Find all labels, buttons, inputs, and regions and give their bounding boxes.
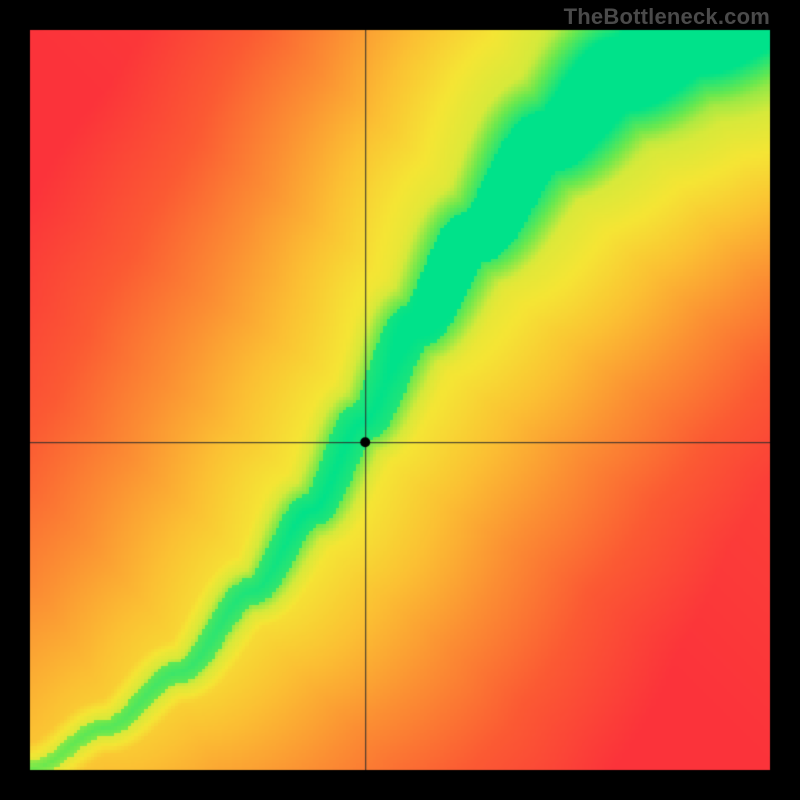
watermark-label: TheBottleneck.com [564,4,770,30]
chart-container: TheBottleneck.com [0,0,800,800]
bottleneck-heatmap [0,0,800,800]
